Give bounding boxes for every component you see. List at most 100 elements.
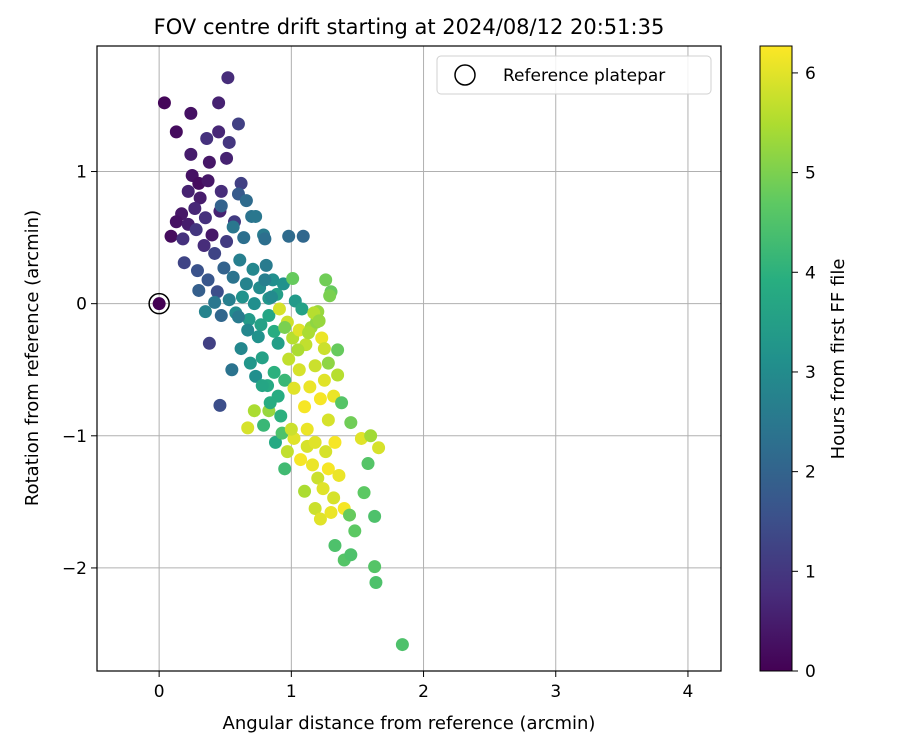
x-axis-ticks: 0 1 2 3 4 [154, 671, 693, 702]
legend-box [436, 55, 712, 95]
data-point [319, 273, 333, 287]
colorbar-tick-label: 6 [805, 64, 816, 84]
plot-frame [96, 45, 722, 672]
y-tick-label: 1 [76, 163, 87, 183]
data-point [316, 482, 330, 496]
data-point [214, 184, 228, 198]
data-point [295, 302, 309, 316]
chart-title: FOV centre drift starting at 2024/08/12 … [154, 15, 665, 39]
data-point [201, 174, 215, 188]
data-point [235, 290, 249, 304]
data-point [284, 422, 298, 436]
data-point [233, 253, 247, 267]
data-point [241, 323, 255, 337]
data-point [257, 418, 271, 432]
data-point [321, 413, 335, 427]
data-point [198, 211, 212, 225]
colorbar: 0 1 2 3 4 5 6 Hours from first FF file [759, 45, 849, 682]
colorbar-tick-label: 0 [805, 662, 816, 682]
data-point [254, 318, 268, 332]
data-point [157, 96, 171, 110]
data-point [328, 538, 342, 552]
data-point [308, 435, 322, 449]
legend[interactable]: Reference platepar [436, 55, 712, 95]
data-point [234, 176, 248, 190]
data-point [323, 289, 337, 303]
x-tick-label: 1 [286, 682, 297, 702]
data-point [221, 71, 235, 85]
data-point [249, 369, 263, 383]
data-point [315, 331, 329, 345]
data-point [247, 297, 261, 311]
y-axis-label: Rotation from reference (arcmin) [22, 210, 43, 506]
data-point [278, 373, 292, 387]
data-point [231, 310, 245, 324]
data-point [298, 400, 312, 414]
data-point [214, 309, 228, 323]
colorbar-tick-label: 2 [805, 463, 816, 483]
data-point [332, 468, 346, 482]
colorbar-gradient [759, 45, 793, 672]
data-point [278, 320, 292, 334]
data-point [202, 155, 216, 169]
data-point [303, 380, 317, 394]
data-point [217, 261, 231, 275]
data-point [274, 409, 288, 423]
data-point [287, 381, 301, 395]
data-point [184, 147, 198, 161]
colorbar-ticks: 0 1 2 3 4 5 6 [792, 64, 816, 682]
data-point [198, 305, 212, 319]
y-tick-label: 0 [76, 295, 87, 315]
data-point [200, 131, 214, 145]
colorbar-tick-label: 5 [805, 164, 816, 184]
scatter-points [157, 71, 409, 652]
data-point [212, 96, 226, 110]
data-point [294, 453, 308, 467]
data-point [213, 398, 227, 412]
data-point [225, 363, 239, 377]
reference-point [152, 297, 166, 311]
data-point [267, 324, 281, 338]
data-point [258, 273, 272, 287]
data-point [239, 194, 253, 208]
data-point [197, 239, 211, 253]
data-point [190, 264, 204, 278]
data-point [312, 314, 326, 328]
data-point [222, 135, 236, 149]
x-tick-label: 2 [418, 682, 429, 702]
data-point [262, 309, 276, 323]
data-point [210, 285, 224, 299]
data-point [317, 373, 331, 387]
data-point [364, 429, 378, 443]
data-point [169, 125, 183, 139]
reference-marker [148, 292, 170, 315]
data-point [298, 484, 312, 498]
data-point [335, 396, 349, 410]
x-tick-label: 0 [154, 682, 165, 702]
data-point [321, 356, 335, 370]
data-point [368, 509, 382, 523]
data-point [243, 356, 257, 370]
x-axis-label: Angular distance from reference (arcmin) [223, 713, 596, 734]
data-point [313, 512, 327, 526]
data-point [324, 505, 338, 519]
data-point [226, 220, 240, 234]
data-point [291, 343, 305, 357]
data-point [220, 235, 234, 249]
colorbar-tick-label: 1 [805, 562, 816, 582]
data-point [317, 342, 331, 356]
data-point [328, 435, 342, 449]
y-axis-ticks: −2 −1 0 1 [62, 163, 97, 579]
colorbar-label: Hours from first FF file [828, 259, 849, 460]
data-point [241, 421, 255, 435]
colorbar-tick-label: 3 [805, 363, 816, 383]
data-point [193, 191, 207, 205]
data-point [368, 560, 382, 574]
data-point [212, 125, 226, 139]
x-tick-label: 3 [550, 682, 561, 702]
data-point [226, 270, 240, 284]
data-point [222, 293, 236, 307]
data-point [263, 396, 277, 410]
reference-ring [148, 292, 170, 315]
